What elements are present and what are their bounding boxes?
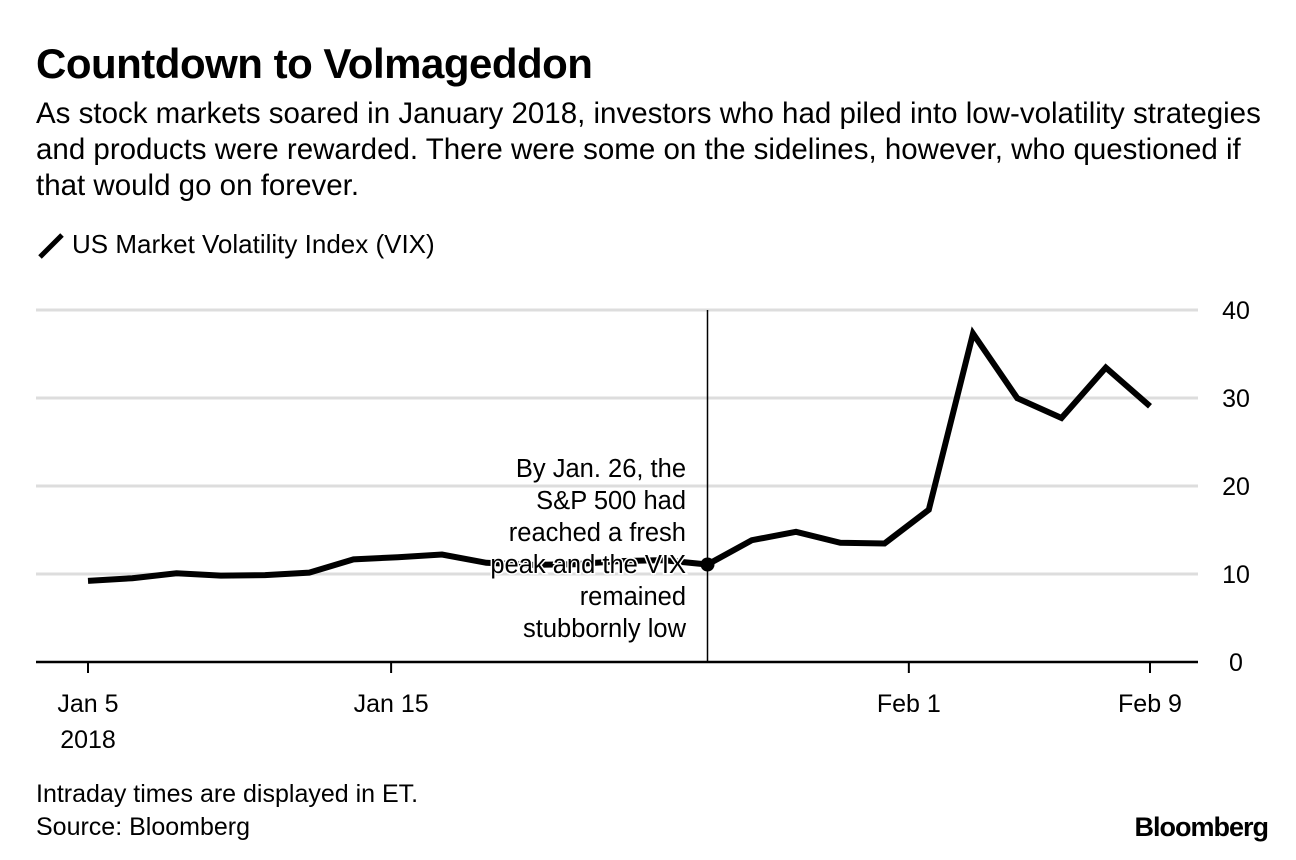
- annotation-text: remained: [580, 583, 686, 611]
- source-note: Source: Bloomberg: [36, 813, 251, 841]
- y-tick-label: 40: [1222, 297, 1250, 325]
- annotation-text-halo: peak and the VIX: [490, 551, 686, 579]
- legend: US Market Volatility Index (VIX): [36, 229, 435, 260]
- x-tick-sublabel: 2018: [60, 726, 116, 754]
- annotation-text: S&P 500 had: [536, 487, 686, 515]
- x-tick-label: Jan 5: [57, 690, 118, 718]
- chart-title: Countdown to Volmageddon: [36, 40, 593, 87]
- annotation-text: By Jan. 26, the: [516, 455, 686, 483]
- bloomberg-logo: Bloomberg: [1134, 812, 1269, 842]
- annotation-text: reached a fresh: [509, 519, 686, 547]
- line-swatch-icon: [38, 232, 64, 259]
- chart-subtitle: As stock markets soared in January 2018,…: [36, 97, 1261, 202]
- annotation-text-halo: remained: [580, 583, 686, 611]
- annotation-text: stubbornly low: [523, 615, 687, 643]
- legend-label: US Market Volatility Index (VIX): [72, 229, 435, 259]
- y-tick-label: 20: [1222, 473, 1250, 501]
- annotation-marker: [700, 557, 715, 572]
- annotation-text-halo: By Jan. 26, the: [516, 455, 686, 483]
- x-tick-label: Feb 9: [1118, 690, 1182, 718]
- footnote: Intraday times are displayed in ET.: [36, 780, 419, 808]
- y-tick-label: 30: [1222, 385, 1250, 413]
- y-tick-label: 10: [1222, 561, 1250, 589]
- annotation-text-halo: reached a fresh: [509, 519, 686, 547]
- annotation-text-halo: S&P 500 had: [536, 487, 686, 515]
- x-tick-label: Jan 15: [354, 690, 429, 718]
- y-tick-label: 0: [1229, 649, 1243, 677]
- annotation-text-halo: stubbornly low: [523, 615, 687, 643]
- vix-series-line: [87, 326, 1152, 584]
- x-tick-label: Feb 1: [877, 690, 941, 718]
- annotation-text: peak and the VIX: [490, 551, 686, 579]
